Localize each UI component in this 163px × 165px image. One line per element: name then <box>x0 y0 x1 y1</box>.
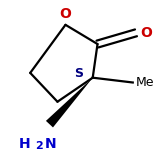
Text: 2: 2 <box>35 141 43 151</box>
Text: S: S <box>74 67 83 80</box>
Text: O: O <box>140 26 152 40</box>
Text: N: N <box>44 137 56 151</box>
Text: Me: Me <box>136 76 155 89</box>
Text: O: O <box>59 7 71 21</box>
Polygon shape <box>46 78 93 127</box>
Text: H: H <box>19 137 30 151</box>
